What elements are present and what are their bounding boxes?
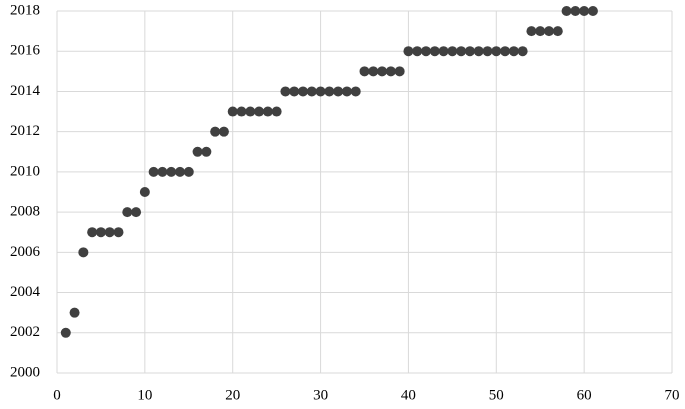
y-tick-label: 2006: [10, 244, 41, 260]
x-tick-label: 70: [665, 387, 680, 403]
y-tick-label: 2002: [10, 324, 40, 340]
point: [438, 46, 449, 57]
point: [298, 86, 308, 97]
point: [350, 86, 361, 97]
point: [429, 46, 440, 57]
point: [131, 207, 142, 218]
point: [95, 227, 106, 238]
point: [552, 26, 563, 37]
point: [183, 166, 194, 177]
point: [341, 86, 352, 97]
point: [359, 66, 370, 77]
point: [570, 6, 581, 16]
point: [113, 227, 124, 238]
point: [254, 106, 265, 117]
point: [122, 207, 133, 218]
point: [579, 6, 590, 16]
y-tick-label: 2000: [10, 364, 40, 380]
y-tick-label: 2012: [10, 123, 40, 139]
point: [306, 86, 317, 97]
y-tick-label: 2008: [10, 204, 40, 220]
point: [421, 46, 431, 57]
point: [78, 247, 89, 258]
point: [517, 46, 528, 57]
point: [324, 86, 335, 97]
point: [262, 106, 273, 117]
point: [69, 307, 80, 318]
y-tick-label: 2004: [10, 284, 41, 300]
y-tick-label: 2018: [10, 2, 40, 18]
point: [227, 106, 238, 117]
point: [218, 126, 229, 137]
point: [192, 146, 203, 157]
point: [456, 46, 467, 57]
x-tick-label: 60: [577, 387, 592, 403]
point: [87, 227, 98, 238]
point: [508, 46, 519, 57]
point: [447, 46, 458, 57]
x-tick-label: 40: [401, 387, 416, 403]
point: [482, 46, 493, 57]
x-tick-label: 10: [137, 387, 152, 403]
point: [271, 106, 282, 117]
point: [157, 166, 168, 177]
point: [166, 166, 177, 177]
point: [561, 6, 572, 16]
point: [289, 86, 300, 97]
point: [245, 106, 256, 117]
x-tick-label: 50: [489, 387, 504, 403]
point: [412, 46, 423, 57]
point: [104, 227, 115, 238]
point: [236, 106, 247, 117]
point: [587, 6, 598, 16]
point: [175, 166, 185, 177]
point: [403, 46, 414, 57]
point: [464, 46, 475, 57]
point: [535, 26, 546, 37]
point: [491, 46, 502, 57]
y-tick-label: 2010: [10, 163, 40, 179]
point: [500, 46, 511, 57]
y-tick-label: 2014: [10, 83, 41, 99]
y-tick-label: 2016: [10, 43, 41, 59]
point: [210, 126, 221, 137]
point: [333, 86, 344, 97]
point: [544, 26, 554, 37]
point: [368, 66, 379, 77]
point: [139, 187, 150, 197]
point: [148, 166, 159, 177]
point: [473, 46, 484, 57]
x-tick-label: 20: [225, 387, 240, 403]
x-tick-label: 0: [53, 387, 61, 403]
point: [280, 86, 291, 97]
point: [394, 66, 405, 77]
point: [60, 327, 71, 338]
point: [315, 86, 326, 97]
point: [385, 66, 396, 77]
point: [526, 26, 537, 37]
point: [201, 146, 212, 157]
point: [377, 66, 388, 77]
x-tick-label: 30: [313, 387, 328, 403]
